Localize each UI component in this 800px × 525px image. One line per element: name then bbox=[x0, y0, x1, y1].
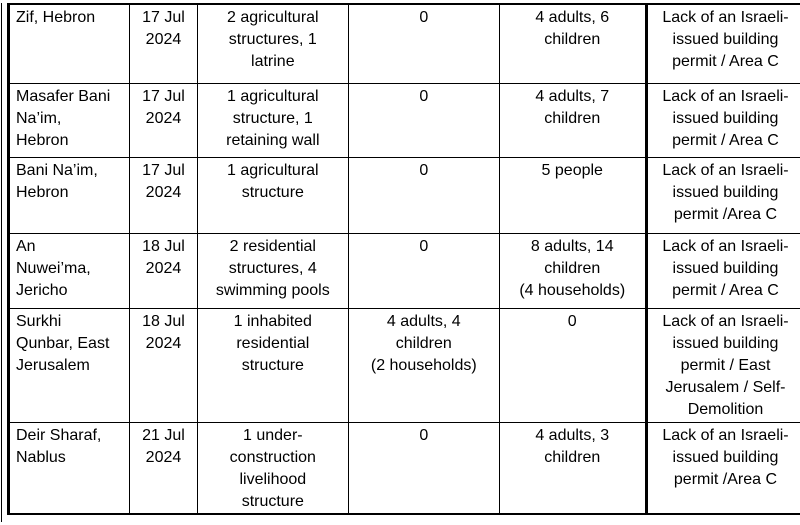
cell-people-displaced: 0 bbox=[348, 3, 500, 84]
cell-location: Zif, Hebron bbox=[7, 3, 131, 84]
cell-people-displaced: 0 bbox=[348, 82, 500, 158]
cropped-column-edge bbox=[1, 3, 2, 522]
cell-date: 18 Jul 2024 bbox=[129, 232, 198, 309]
cell-location: An Nuwei’ma, Jericho bbox=[7, 232, 131, 309]
cell-reason: Lack of an Israeli- issued building perm… bbox=[644, 421, 800, 514]
cell-structures: 2 agricultural structures, 1 latrine bbox=[196, 3, 350, 84]
demolitions-table: Zif, Hebron 17 Jul 2024 2 agricultural s… bbox=[7, 3, 800, 515]
cell-structures: 1 agricultural structure, 1 retaining wa… bbox=[196, 82, 350, 158]
cell-reason: Lack of an Israeli- issued building perm… bbox=[644, 3, 800, 84]
cell-location: Deir Sharaf, Nablus bbox=[7, 421, 131, 514]
cell-people-affected: 4 adults, 6 children bbox=[498, 3, 647, 84]
cell-people-affected: 4 adults, 7 children bbox=[498, 82, 647, 158]
cell-people-displaced: 0 bbox=[348, 232, 500, 309]
table-row: Deir Sharaf, Nablus 21 Jul 2024 1 under-… bbox=[7, 421, 800, 514]
cell-people-displaced: 0 bbox=[348, 156, 500, 234]
cell-structures: 2 residential structures, 4 swimming poo… bbox=[196, 232, 350, 309]
cell-structures: 1 agricultural structure bbox=[196, 156, 350, 234]
cell-reason: Lack of an Israeli- issued building perm… bbox=[644, 232, 800, 309]
cell-date: 18 Jul 2024 bbox=[129, 307, 198, 423]
cell-people-displaced: 0 bbox=[348, 421, 500, 514]
cell-date: 17 Jul 2024 bbox=[129, 3, 198, 84]
cell-structures: 1 under- construction livelihood structu… bbox=[196, 421, 350, 514]
cell-location: Bani Na’im, Hebron bbox=[7, 156, 131, 234]
table-row: Bani Na’im, Hebron 17 Jul 2024 1 agricul… bbox=[7, 156, 800, 234]
table-row: Masafer Bani Na’im, Hebron 17 Jul 2024 1… bbox=[7, 82, 800, 158]
cell-people-affected: 5 people bbox=[498, 156, 647, 234]
cell-people-displaced: 4 adults, 4 children (2 households) bbox=[348, 307, 500, 423]
cell-location: Masafer Bani Na’im, Hebron bbox=[7, 82, 131, 158]
cell-location: Surkhi Qunbar, East Jerusalem bbox=[7, 307, 131, 423]
cell-reason: Lack of an Israeli- issued building perm… bbox=[644, 82, 800, 158]
table-row: Surkhi Qunbar, East Jerusalem 18 Jul 202… bbox=[7, 307, 800, 423]
cell-structures: 1 inhabited residential structure bbox=[196, 307, 350, 423]
cell-people-affected: 8 adults, 14 children (4 households) bbox=[498, 232, 647, 309]
cell-date: 17 Jul 2024 bbox=[129, 156, 198, 234]
cell-people-affected: 4 adults, 3 children bbox=[498, 421, 647, 514]
cell-date: 17 Jul 2024 bbox=[129, 82, 198, 158]
table-row: Zif, Hebron 17 Jul 2024 2 agricultural s… bbox=[7, 3, 800, 84]
cell-reason: Lack of an Israeli- issued building perm… bbox=[644, 156, 800, 234]
cell-reason: Lack of an Israeli- issued building perm… bbox=[644, 307, 800, 423]
cell-people-affected: 0 bbox=[498, 307, 647, 423]
cell-date: 21 Jul 2024 bbox=[129, 421, 198, 514]
table-row: An Nuwei’ma, Jericho 18 Jul 2024 2 resid… bbox=[7, 232, 800, 309]
